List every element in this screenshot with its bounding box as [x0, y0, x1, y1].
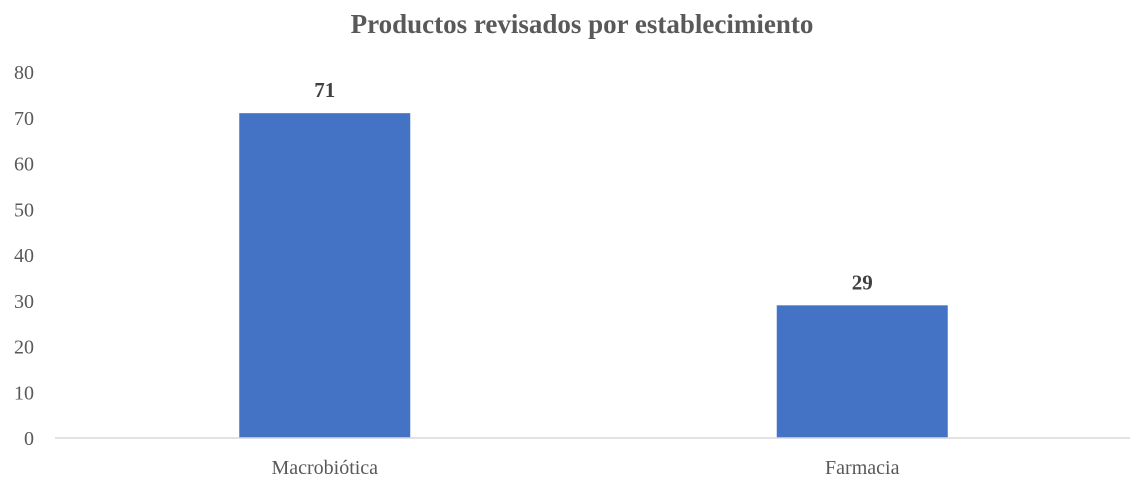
x-category-label: Farmacia	[825, 457, 900, 479]
y-tick-label: 30	[14, 291, 34, 313]
bars	[239, 113, 948, 439]
y-tick-label: 0	[24, 428, 34, 450]
y-tick-label: 10	[14, 382, 34, 404]
data-label: 71	[314, 78, 335, 102]
y-tick-label: 20	[14, 337, 34, 359]
y-tick-label: 60	[14, 154, 34, 176]
bar	[776, 305, 948, 438]
y-axis-ticks: 0 10 20 30 40 50 60 70 80	[14, 62, 34, 450]
y-tick-label: 80	[14, 62, 34, 84]
y-tick-label: 40	[14, 245, 34, 267]
bar	[239, 113, 411, 439]
x-axis-categories: Macrobiótica Farmacia	[271, 457, 899, 479]
data-label: 29	[852, 270, 873, 294]
y-tick-label: 70	[14, 108, 34, 130]
y-tick-label: 50	[14, 199, 34, 221]
chart-title: Productos revisados por establecimiento	[351, 9, 814, 39]
data-labels: 71 29	[314, 78, 873, 294]
x-category-label: Macrobiótica	[271, 457, 378, 479]
